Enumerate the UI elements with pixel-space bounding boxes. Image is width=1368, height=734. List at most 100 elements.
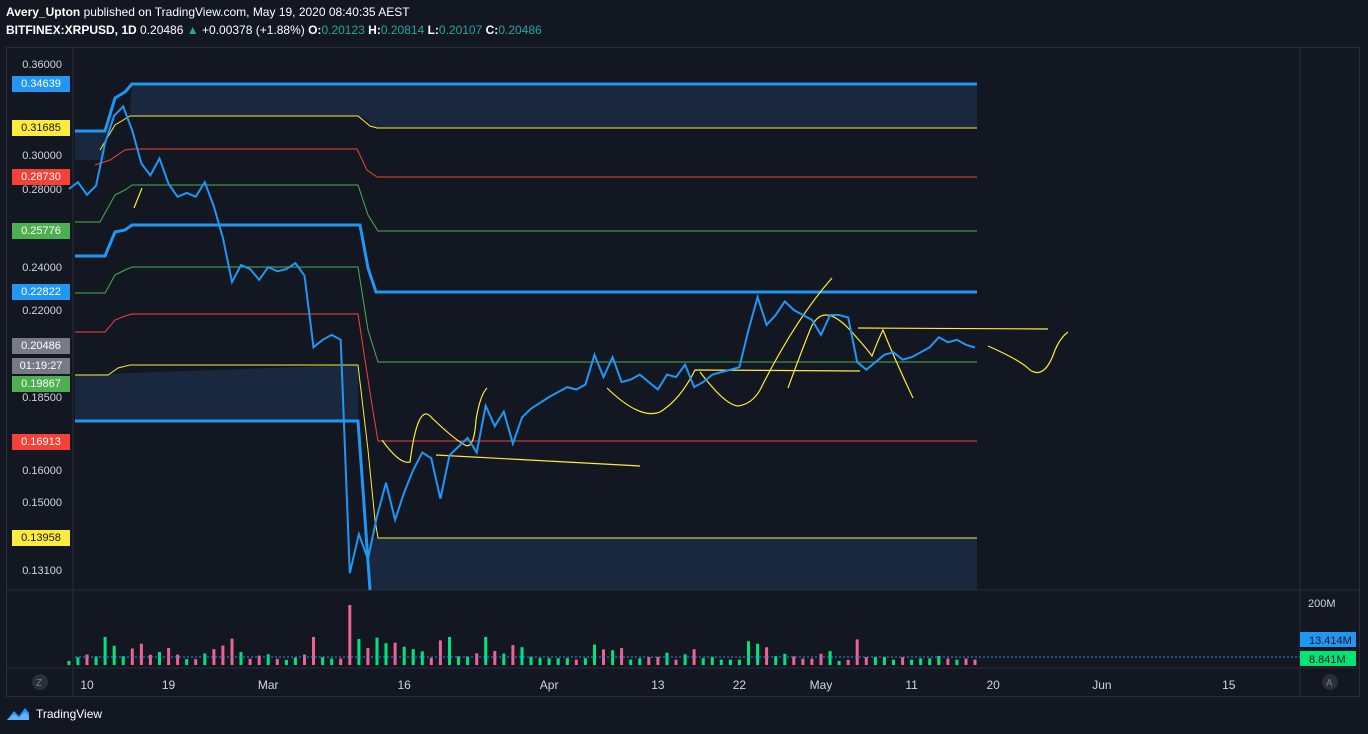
volume-bar	[620, 648, 624, 665]
volume-bar	[656, 656, 660, 665]
x-tick-label: 15	[1222, 678, 1236, 692]
volume-ma-tag-label: 13.414M	[1309, 635, 1352, 647]
volume-bar	[701, 658, 705, 665]
price-tag: 0.34639	[12, 76, 70, 92]
drawing-curve[interactable]	[606, 369, 861, 415]
volume-bar	[139, 643, 143, 665]
volume-bar	[393, 642, 397, 665]
volume-bar	[864, 657, 868, 665]
volume-bar	[737, 659, 741, 665]
x-tick-label: Apr	[540, 678, 559, 692]
drawing-annotations[interactable]	[133, 187, 1069, 467]
volume-bar	[756, 643, 760, 665]
volume-bar	[248, 658, 252, 665]
price-tag: 0.20486	[12, 338, 70, 354]
price-tag: 0.22822	[12, 284, 70, 300]
volume-bar	[910, 659, 914, 665]
volume-tag	[1300, 651, 1356, 666]
volume-bar	[112, 645, 116, 665]
symbol-label[interactable]: BITFINEX:XRPUSD, 1D	[6, 23, 137, 37]
volume-bar	[275, 658, 279, 665]
drawing-curve[interactable]	[381, 387, 488, 463]
tradingview-logo-icon	[7, 708, 29, 720]
x-tick-label: 22	[733, 678, 747, 692]
volume-bar	[728, 659, 732, 665]
volume-bar	[937, 655, 941, 665]
level-line-28730	[94, 148, 977, 178]
price-tag: 01:19:27	[12, 358, 70, 374]
volume-bar	[837, 661, 841, 665]
level-line-25776	[75, 184, 977, 232]
x-tick-label: 19	[162, 678, 176, 692]
volume-bar	[855, 639, 859, 665]
y-tick-label: 0.15000	[22, 497, 62, 509]
volume-bar	[946, 658, 950, 665]
x-tick-label: May	[810, 678, 833, 692]
change-value: +0.00378 (+1.88%)	[202, 23, 305, 37]
volume-bar	[810, 658, 814, 665]
volume-bar	[928, 658, 932, 665]
open-value: 0.20123	[321, 23, 365, 37]
axis-auto-button[interactable]	[1322, 674, 1338, 690]
drawing-stroke[interactable]	[133, 187, 143, 209]
volume-bar	[85, 654, 89, 665]
volume-bar	[919, 658, 923, 665]
level-line-19867	[75, 266, 977, 363]
volume-bar	[293, 657, 297, 665]
volume-bar	[493, 651, 497, 665]
volume-bar	[955, 659, 959, 665]
volume-bar	[665, 652, 669, 665]
close-value: 0.20486	[498, 23, 542, 37]
x-axis-ticks: 10 19 Mar 16 Apr 13 22 May 11 20 Jun 15	[80, 678, 1235, 692]
volume-bar	[801, 658, 805, 665]
drawing-curve[interactable]	[699, 277, 833, 407]
volume-bar	[774, 656, 778, 665]
drawing-curve[interactable]	[987, 331, 1069, 374]
volume-bar	[593, 644, 596, 665]
y-tick-label: 0.13100	[22, 565, 62, 577]
price-tag: 0.13958	[12, 530, 70, 546]
volume-bar	[438, 640, 442, 665]
x-tick-label: 13	[651, 678, 665, 692]
brand-name: TradingView	[36, 707, 103, 721]
volume-bar	[819, 653, 823, 665]
volume-bar	[330, 658, 334, 665]
upper-cloud	[130, 84, 977, 128]
volume-bar	[212, 649, 216, 665]
drawing-curve[interactable]	[787, 314, 914, 399]
volume-bar	[502, 653, 506, 665]
volume-bar	[747, 641, 750, 665]
volume-bar	[765, 647, 769, 665]
axis-z-button[interactable]	[32, 674, 48, 690]
volume-bar	[284, 659, 288, 665]
volume-bar	[76, 657, 80, 665]
volume-bar	[312, 637, 315, 665]
volume-bar	[384, 643, 388, 665]
volume-bar	[611, 650, 615, 665]
drawing-trendline[interactable]	[435, 454, 641, 467]
drawing-hline[interactable]	[857, 327, 1049, 330]
low-value: 0.20107	[438, 23, 483, 37]
volume-bar	[674, 659, 678, 665]
price-tag: 0.16913	[12, 434, 70, 450]
volume-bar	[167, 647, 171, 665]
price-series	[68, 104, 976, 574]
volume-bar	[230, 638, 234, 665]
volume-bar	[357, 639, 361, 665]
author-name[interactable]: Avery_Upton	[6, 5, 81, 19]
volume-bar	[719, 659, 723, 665]
level-line-13958	[75, 364, 977, 539]
volume-bar	[511, 645, 515, 665]
footer-brand[interactable]: TradingView	[6, 706, 102, 722]
price-tag: 0.19867	[12, 376, 70, 392]
level-line-31685	[99, 115, 977, 151]
x-tick-label: 16	[397, 678, 411, 692]
volume-bar	[901, 657, 905, 665]
volume-bar	[411, 649, 415, 665]
volume-bar	[203, 653, 207, 665]
x-tick-label: 10	[80, 678, 94, 692]
ohlc-legend: BITFINEX:XRPUSD, 1D 0.20486 ▲ +0.00378 (…	[6, 23, 542, 37]
volume-bar	[148, 654, 152, 665]
volume-bar	[375, 637, 379, 665]
